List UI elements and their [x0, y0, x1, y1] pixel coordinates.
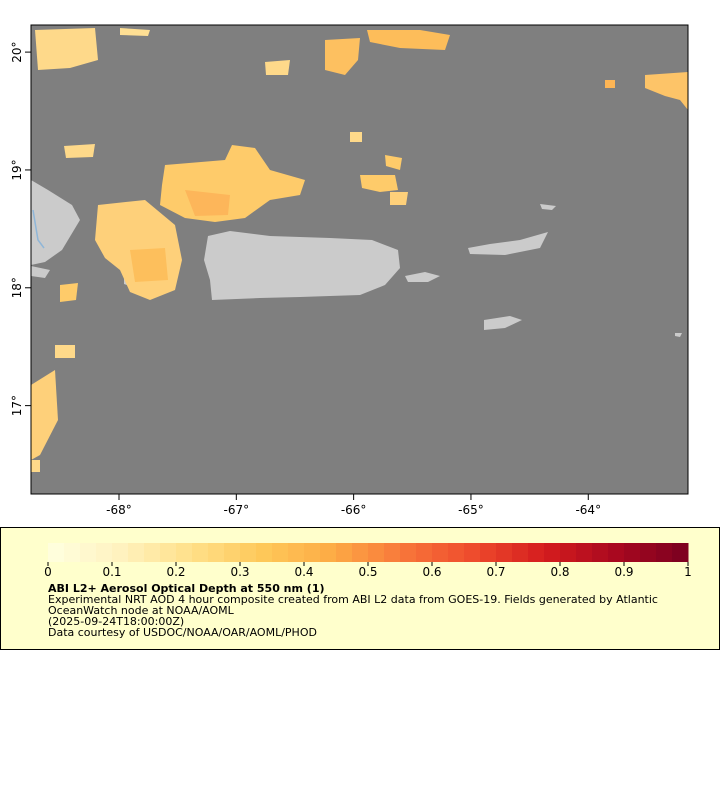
map-frame: [30, 24, 689, 495]
colorbar-swatch: [448, 543, 465, 562]
colorbar-swatch: [256, 543, 273, 562]
colorbar-swatch: [608, 543, 625, 562]
colorbar-swatch: [384, 543, 401, 562]
x-tick-label: -67°: [224, 503, 250, 517]
colorbar-swatch: [528, 543, 545, 562]
river: [32, 209, 45, 249]
land: [31, 180, 682, 337]
colorbar-swatch: [272, 543, 289, 562]
colorbar-swatch: [400, 543, 417, 562]
colorbar-swatch: [480, 543, 497, 562]
colorbar-swatch: [352, 543, 369, 562]
y-tick-label: 19°: [10, 159, 24, 180]
legend-title: ABI L2+ Aerosol Optical Depth at 550 nm …: [48, 582, 325, 595]
colorbar-swatch: [512, 543, 529, 562]
colorbar-tick-label: 0.6: [422, 565, 441, 579]
colorbar-swatch: [160, 543, 177, 562]
colorbar-swatch: [624, 543, 641, 562]
colorbar-tick-label: 1: [684, 565, 692, 579]
legend-description: Experimental NRT AOD 4 hour composite cr…: [48, 593, 658, 617]
colorbar-swatch: [240, 543, 257, 562]
colorbar-swatch: [576, 543, 593, 562]
colorbar-swatch: [288, 543, 305, 562]
colorbar-swatch: [144, 543, 161, 562]
x-tick-label: -68°: [106, 503, 132, 517]
colorbar-swatch: [80, 543, 97, 562]
colorbar-tick-label: 0.7: [486, 565, 505, 579]
y-tick-label: 18°: [10, 277, 24, 298]
colorbar-swatch: [128, 543, 145, 562]
colorbar-swatch: [112, 543, 129, 562]
colorbar: 0 0.1 0.2 0.3 0.4 0.5 0.6 0.7 0.8 0.9 1: [44, 543, 692, 579]
colorbar-swatch: [304, 543, 321, 562]
colorbar-swatch: [320, 543, 337, 562]
colorbar-swatch: [96, 543, 113, 562]
colorbar-swatch: [336, 543, 353, 562]
colorbar-tick-label: 0.1: [102, 565, 121, 579]
x-tick-label: -66°: [341, 503, 367, 517]
colorbar-swatch: [640, 543, 657, 562]
colorbar-tick-label: 0.2: [166, 565, 185, 579]
legend-text: ABI L2+ Aerosol Optical Depth at 550 nm …: [48, 583, 688, 638]
colorbar-swatch: [672, 543, 689, 562]
aerosol-patches: [31, 28, 688, 472]
colorbar-tick-label: 0.5: [358, 565, 377, 579]
colorbar-swatch: [432, 543, 449, 562]
x-tick-label: -65°: [458, 503, 484, 517]
colorbar-swatch: [224, 543, 241, 562]
legend-credit: Data courtesy of USDOC/NOAA/OAR/AOML/PHO…: [48, 626, 317, 639]
x-tick-label: -64°: [575, 503, 601, 517]
colorbar-swatch: [368, 543, 385, 562]
colorbar-tick-label: 0.9: [614, 565, 633, 579]
colorbar-tick-label: 0.3: [230, 565, 249, 579]
colorbar-swatch: [176, 543, 193, 562]
colorbar-swatch: [416, 543, 433, 562]
colorbar-tick-label: 0: [44, 565, 52, 579]
colorbar-swatch: [192, 543, 209, 562]
colorbar-swatch: [656, 543, 673, 562]
colorbar-swatch: [64, 543, 81, 562]
colorbar-swatch: [208, 543, 225, 562]
y-tick-label: 20°: [10, 41, 24, 62]
colorbar-tick-label: 0.8: [550, 565, 569, 579]
colorbar-swatch: [560, 543, 577, 562]
y-tick-label: 17°: [10, 395, 24, 416]
colorbar-swatch: [464, 543, 481, 562]
colorbar-swatch: [496, 543, 513, 562]
colorbar-tick-label: 0.4: [294, 565, 313, 579]
colorbar-swatch: [544, 543, 561, 562]
colorbar-swatch: [48, 543, 65, 562]
legend-time: (2025-09-24T18:00:00Z): [48, 615, 185, 628]
colorbar-swatch: [592, 543, 609, 562]
